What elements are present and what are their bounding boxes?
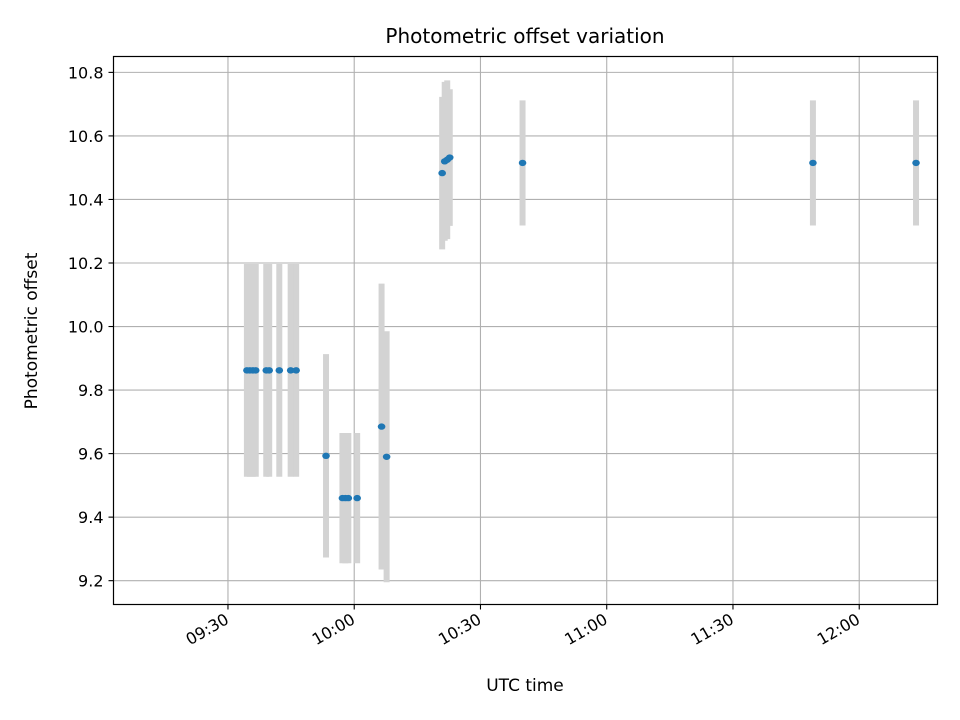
- y-axis-label: Photometric offset: [22, 252, 42, 409]
- y-tick-label: 10.4: [68, 190, 104, 209]
- data-point: [518, 159, 527, 167]
- data-point: [438, 169, 446, 177]
- data-point: [445, 154, 454, 161]
- chart-title: Photometric offset variation: [385, 24, 664, 48]
- data-point: [377, 423, 386, 430]
- data-point: [912, 159, 920, 167]
- data-point: [275, 367, 284, 374]
- plot-frame: [112, 55, 939, 606]
- data-point: [809, 159, 817, 167]
- data-point: [292, 367, 300, 374]
- y-tick-label: 10.8: [68, 63, 104, 82]
- y-tick-label: 9.4: [78, 508, 103, 527]
- data-point: [265, 367, 274, 374]
- y-tick-label: 10.6: [68, 127, 104, 146]
- data-point: [322, 452, 330, 460]
- y-tick-label: 10.0: [68, 318, 104, 337]
- x-axis-label: UTC time: [486, 676, 564, 696]
- y-tick-label: 9.2: [78, 572, 103, 591]
- data-point: [344, 494, 353, 502]
- data-points: [243, 154, 920, 502]
- data-point: [286, 367, 295, 374]
- y-tick-label: 9.6: [78, 445, 103, 464]
- y-tick-label: 10.2: [68, 254, 104, 273]
- y-axis: 9.2 9.4 9.6 9.8 10.0 10.2 10.4 10.6 10.8: [68, 63, 114, 591]
- data-point: [251, 367, 260, 374]
- data-point: [382, 453, 391, 460]
- y-tick-label: 9.8: [78, 381, 103, 400]
- data-point: [353, 494, 361, 502]
